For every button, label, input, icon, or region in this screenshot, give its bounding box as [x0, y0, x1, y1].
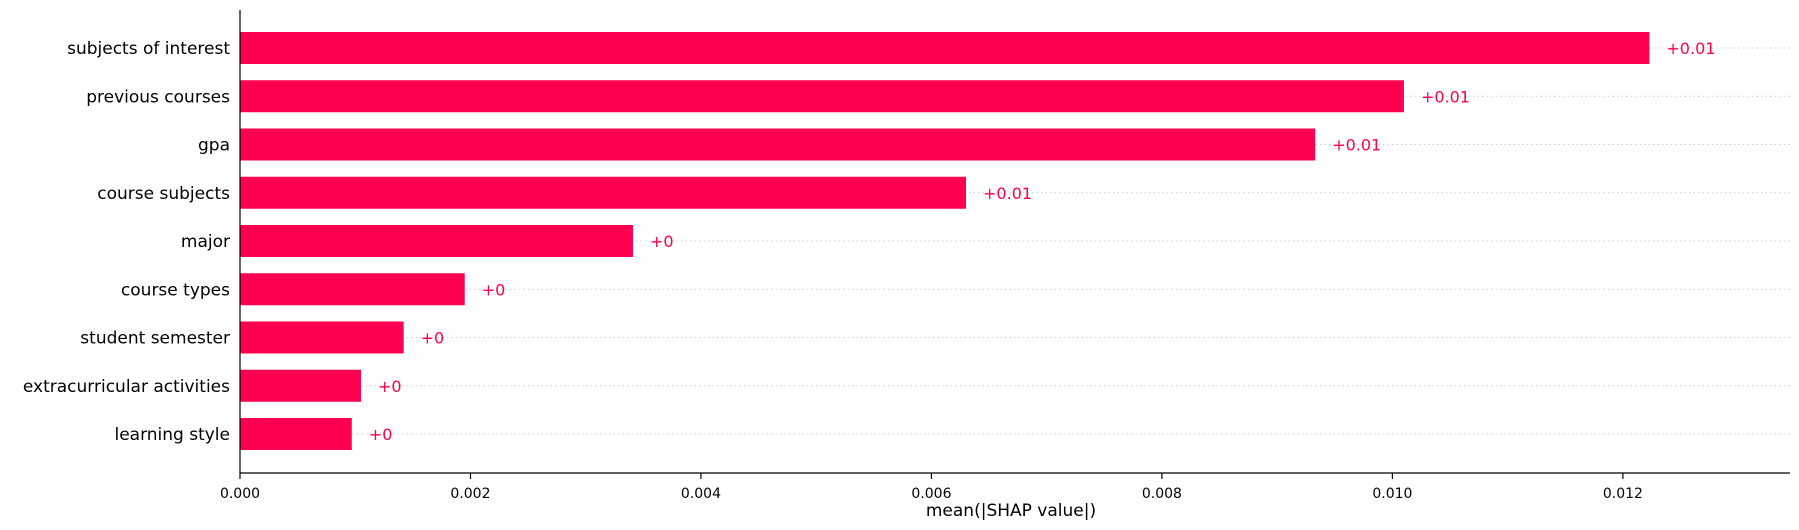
- x-tick-label: 0.010: [1372, 486, 1412, 502]
- category-label: learning style: [114, 425, 230, 445]
- category-label: extracurricular activities: [23, 377, 230, 397]
- category-label: previous courses: [86, 87, 230, 107]
- value-label: +0.01: [983, 184, 1032, 203]
- value-label: +0.01: [1421, 87, 1470, 106]
- value-label: +0: [378, 377, 402, 396]
- axes: [239, 10, 1790, 474]
- category-label: gpa: [198, 136, 230, 156]
- value-label: +0.01: [1666, 39, 1715, 58]
- value-label: +0.01: [1332, 136, 1381, 155]
- bar-previous-courses: [240, 80, 1404, 113]
- x-tick-label: 0.000: [220, 486, 260, 502]
- value-label: +0: [421, 329, 445, 348]
- category-label: subjects of interest: [67, 39, 230, 59]
- x-tick-label: 0.012: [1603, 486, 1643, 502]
- value-label: +0: [369, 425, 393, 444]
- bar-major: [240, 225, 633, 257]
- category-label: course types: [121, 280, 230, 300]
- x-tick-label: 0.002: [450, 486, 490, 502]
- x-axis-title: mean(|SHAP value|): [926, 501, 1096, 521]
- bar-student-semester: [240, 321, 404, 354]
- x-tick-label: 0.006: [911, 486, 951, 502]
- x-tick-label: 0.004: [681, 486, 721, 502]
- category-label: student semester: [80, 329, 230, 349]
- x-ticks: 0.000 0.002 0.004 0.006 0.008 0.010 0.012: [220, 473, 1643, 502]
- bar-learning-style: [240, 418, 352, 450]
- bar-course-types: [240, 273, 465, 306]
- bar-gpa: [240, 128, 1316, 161]
- category-label: major: [181, 232, 230, 252]
- x-tick-label: 0.008: [1142, 486, 1182, 502]
- category-labels: subjects of interest previous courses gpa c…: [23, 39, 230, 445]
- bar-course-subjects: [240, 176, 967, 209]
- bars: [240, 32, 1650, 450]
- value-label: +0: [482, 280, 506, 299]
- bar-extracurricular-activities: [240, 369, 362, 402]
- bar-subjects-of-interest: [240, 32, 1650, 64]
- value-label: +0: [650, 232, 674, 251]
- category-label: course subjects: [97, 184, 230, 204]
- value-labels: +0.01 +0.01 +0.01 +0.01 +0 +0 +0 +0 +0: [369, 39, 1716, 444]
